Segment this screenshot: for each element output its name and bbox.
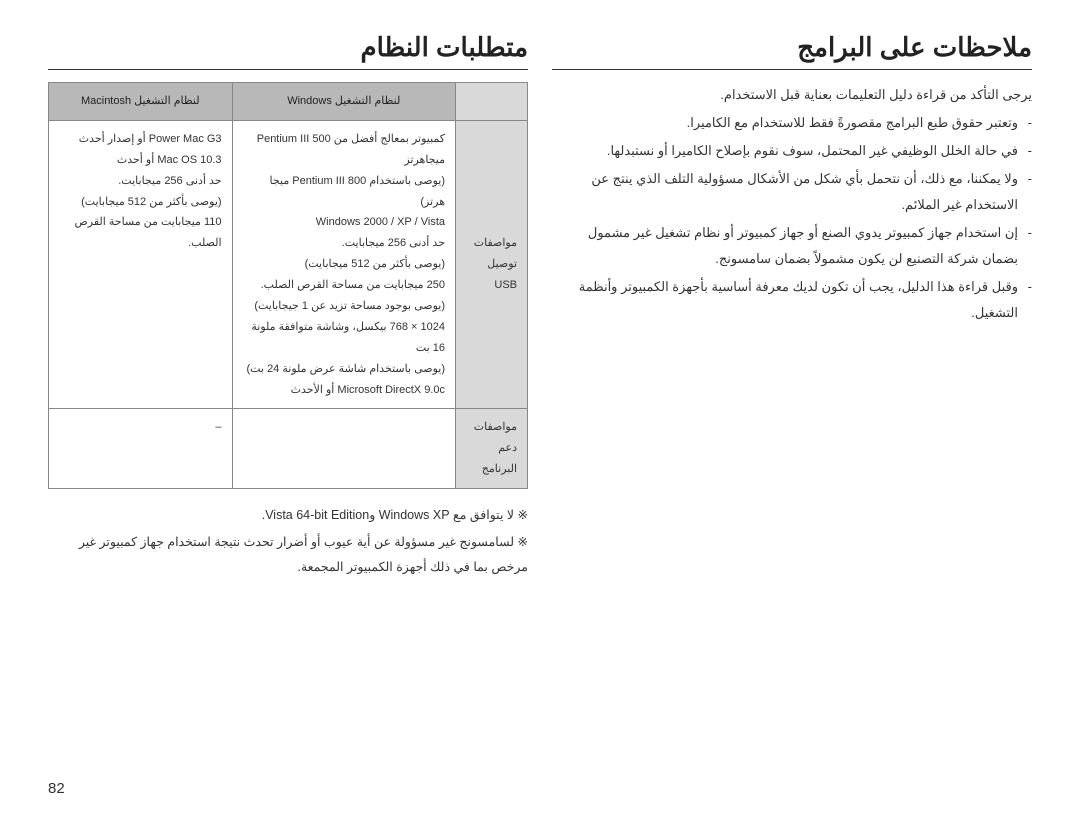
table-row: مواصفات توصيل USB كمبيوتر بمعالج أفضل من…: [49, 120, 528, 409]
software-notes-body: يرجى التأكد من قراءة دليل التعليمات بعنا…: [552, 82, 1032, 326]
cell-windows-usb: كمبيوتر بمعالج أفضل من Pentium III 500 م…: [232, 120, 455, 409]
footnote-line: ※ لسامسونج غير مسؤولة عن أية عيوب أو أضر…: [48, 530, 528, 580]
note-line: إن استخدام جهاز كمبيوتر يدوي الصنع أو جه…: [552, 220, 1032, 272]
cell-windows-software: [232, 409, 455, 489]
note-line: يرجى التأكد من قراءة دليل التعليمات بعنا…: [552, 82, 1032, 108]
note-line: ولا يمكننا، مع ذلك، أن نتحمل بأي شكل من …: [552, 166, 1032, 218]
table-row: مواصفات دعم البرنامج –: [49, 409, 528, 489]
spec-table: لنظام التشغيل Windows لنظام التشغيل Maci…: [48, 82, 528, 489]
note-line: وتعتبر حقوق طبع البرامج مقصورةً فقط للاس…: [552, 110, 1032, 136]
cell-mac-software: –: [49, 409, 233, 489]
table-header-windows: لنظام التشغيل Windows: [232, 83, 455, 121]
row-header-usb: مواصفات توصيل USB: [456, 120, 528, 409]
table-corner: [456, 83, 528, 121]
cell-mac-usb: Power Mac G3 أو إصدار أحدث Mac OS 10.3 أ…: [49, 120, 233, 409]
system-requirements-column: متطلبات النظام لنظام التشغيل Windows لنظ…: [48, 32, 528, 582]
page-number: 82: [48, 780, 65, 797]
note-line: في حالة الخلل الوظيفي غير المحتمل، سوف ن…: [552, 138, 1032, 164]
footnote-line: ※ لا يتوافق مع Windows XP وVista 64-bit …: [48, 503, 528, 528]
note-line: وقبل قراءة هذا الدليل، يجب أن تكون لديك …: [552, 274, 1032, 326]
software-notes-column: ملاحظات على البرامج يرجى التأكد من قراءة…: [552, 32, 1032, 582]
software-notes-title: ملاحظات على البرامج: [552, 32, 1032, 70]
row-header-software: مواصفات دعم البرنامج: [456, 409, 528, 489]
system-requirements-title: متطلبات النظام: [48, 32, 528, 70]
footnotes: ※ لا يتوافق مع Windows XP وVista 64-bit …: [48, 503, 528, 580]
table-header-mac: لنظام التشغيل Macintosh: [49, 83, 233, 121]
